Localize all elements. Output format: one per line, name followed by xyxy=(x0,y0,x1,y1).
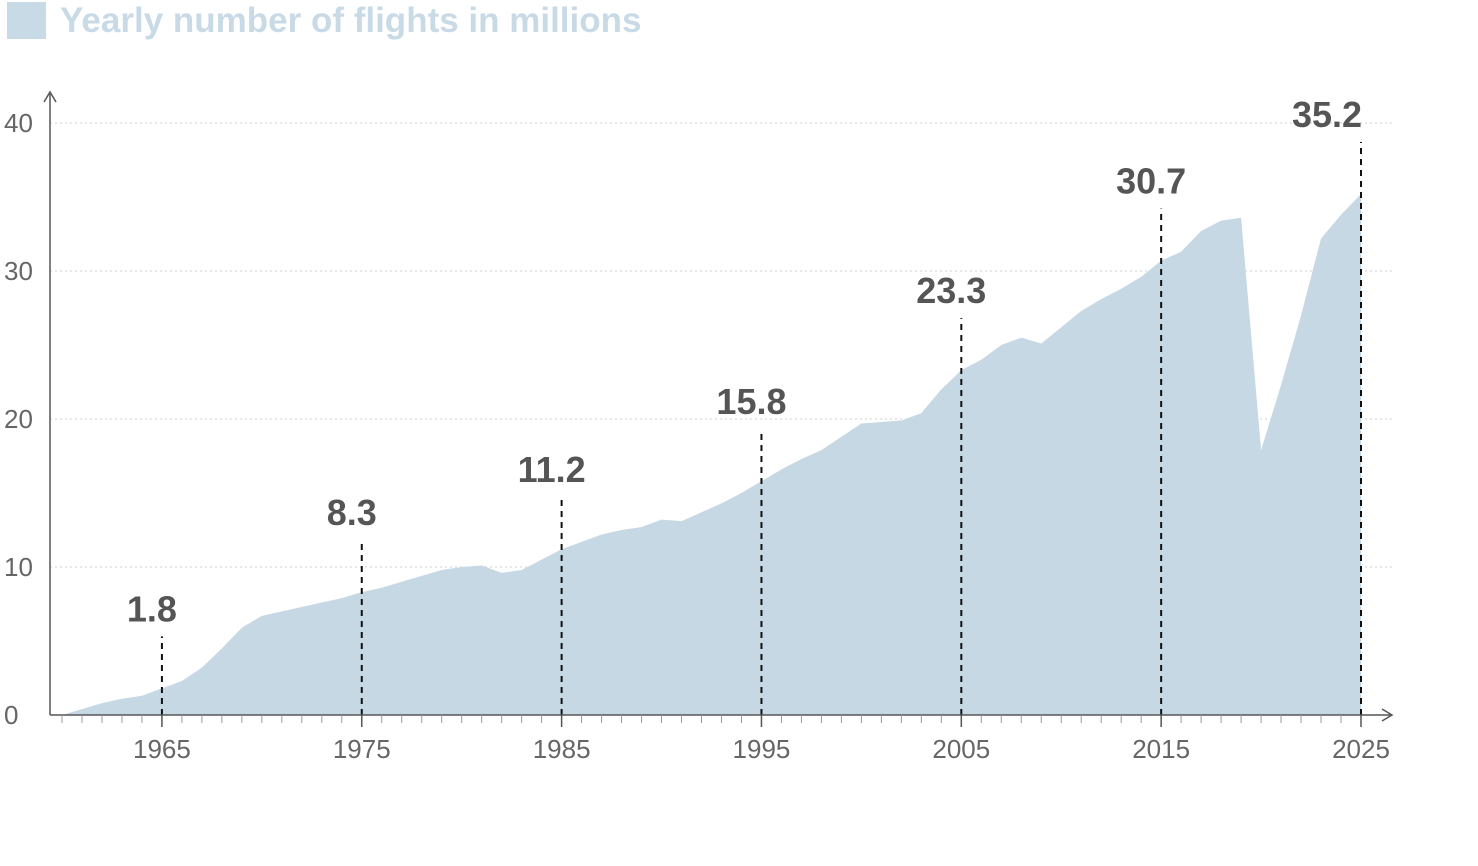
y-axis-arrow xyxy=(43,90,57,103)
data-label-2005: 23.3 xyxy=(916,270,986,311)
highlight-markers xyxy=(160,142,1362,715)
x-tick-label-1985: 1985 xyxy=(533,734,591,764)
x-tick-label-2015: 2015 xyxy=(1132,734,1190,764)
data-labels: 1.8 8.3 11.2 15.8 23.3 30.7 35.2 xyxy=(127,94,1362,629)
x-tick-label-1965: 1965 xyxy=(133,734,191,764)
x-tick-label-2025: 2025 xyxy=(1332,734,1390,764)
y-tick-label-40: 40 xyxy=(4,108,33,138)
data-label-1985: 11.2 xyxy=(518,449,586,490)
legend: Yearly number of flights in millions xyxy=(7,1,641,40)
x-axis-tick-labels: 1965 1975 1985 1995 2005 2015 2025 xyxy=(133,734,1390,764)
data-label-1995: 15.8 xyxy=(716,381,786,422)
legend-swatch xyxy=(7,2,46,39)
x-axis-arrow xyxy=(1381,708,1394,722)
data-label-1965: 1.8 xyxy=(127,588,177,629)
y-tick-label-20: 20 xyxy=(4,404,33,434)
y-tick-label-10: 10 xyxy=(4,552,33,582)
legend-label: Yearly number of flights in millions xyxy=(60,1,641,40)
flights-area xyxy=(62,194,1361,716)
y-axis-tick-labels: 0 10 20 30 40 xyxy=(4,108,33,730)
x-tick-label-2005: 2005 xyxy=(932,734,990,764)
x-tick-label-1995: 1995 xyxy=(733,734,791,764)
x-tick-label-1975: 1975 xyxy=(333,734,391,764)
data-label-1975: 8.3 xyxy=(327,492,377,533)
data-label-2025: 35.2 xyxy=(1292,94,1362,135)
y-tick-label-30: 30 xyxy=(4,256,33,286)
data-label-2015: 30.7 xyxy=(1116,161,1186,202)
y-tick-label-0: 0 xyxy=(4,700,18,730)
axes xyxy=(43,90,1394,727)
